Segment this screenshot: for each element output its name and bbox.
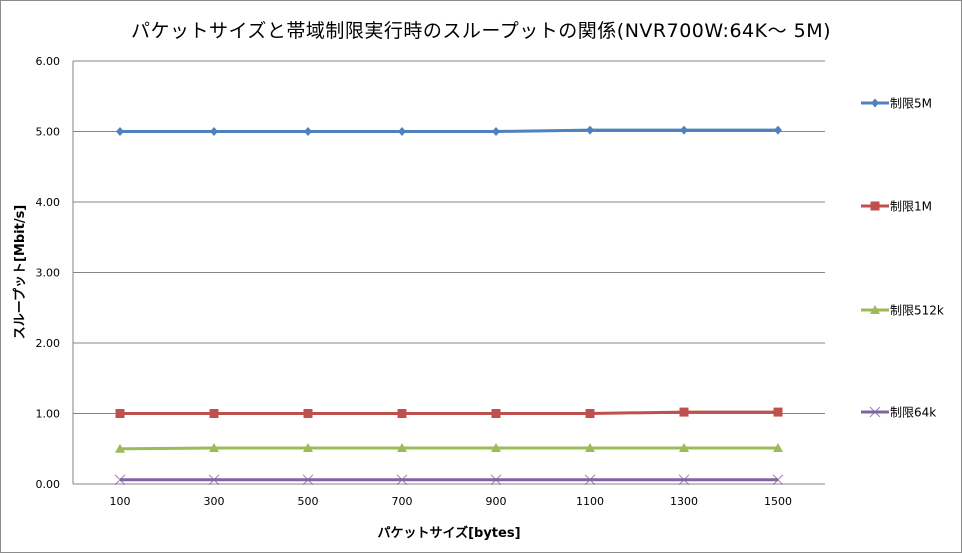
y-tick-label: 4.00 — [36, 196, 61, 209]
y-axis: 0.00 1.00 2.00 3.00 4.00 5.00 6.00 — [36, 55, 74, 491]
square-marker-icon — [397, 409, 407, 418]
y-tick-label: 6.00 — [36, 55, 61, 68]
diamond-marker-icon — [680, 125, 688, 135]
x-axis: 100 300 500 700 900 1100 1300 1500 — [110, 495, 793, 508]
x-marker-icon — [678, 474, 690, 486]
legend-diamond-icon — [871, 98, 879, 108]
y-tick-label: 0.00 — [36, 478, 61, 491]
x-marker-icon — [114, 474, 126, 486]
legend-item: 制限512k — [861, 304, 944, 318]
x-tick-label: 100 — [110, 495, 131, 508]
diamond-marker-icon — [304, 127, 312, 136]
x-tick-label: 900 — [486, 495, 507, 508]
y-tick-label: 2.00 — [36, 337, 61, 350]
x-tick-label: 1100 — [576, 495, 604, 508]
y-tick-label: 1.00 — [36, 408, 61, 421]
y-tick-label: 5.00 — [36, 126, 61, 139]
diamond-marker-icon — [210, 127, 218, 136]
series-line — [120, 128, 778, 133]
series-line — [120, 410, 778, 415]
x-marker-icon — [302, 474, 314, 486]
square-marker-icon — [773, 407, 783, 417]
legend-item: 制限64k — [861, 406, 936, 420]
series-lines — [114, 125, 784, 486]
triangle-marker-icon — [491, 443, 501, 453]
legend-label: 制限5M — [890, 97, 932, 111]
series-triangle — [115, 443, 783, 453]
legend-item: 制限1M — [861, 200, 932, 214]
triangle-marker-icon — [585, 443, 595, 453]
gridlines — [73, 60, 825, 485]
diamond-marker-icon — [398, 127, 406, 136]
diamond-marker-icon — [492, 127, 500, 136]
legend: 制限5M 制限1M 制限512k 制限64k — [861, 97, 944, 420]
triangle-marker-icon — [773, 443, 783, 453]
series-diamond — [116, 125, 782, 136]
x-tick-label: 1500 — [764, 495, 792, 508]
legend-x-icon — [869, 406, 881, 418]
square-marker-icon — [303, 409, 313, 418]
diamond-marker-icon — [586, 125, 594, 135]
triangle-marker-icon — [679, 443, 689, 453]
square-marker-icon — [491, 409, 501, 418]
x-marker-icon — [396, 474, 408, 486]
y-axis-title: スループット[Mbit/s] — [13, 205, 28, 340]
legend-triangle-icon — [870, 305, 880, 314]
x-marker-icon — [208, 474, 220, 486]
triangle-marker-icon — [115, 443, 125, 453]
x-marker-icon — [772, 474, 784, 486]
legend-label: 制限1M — [890, 200, 932, 214]
diamond-marker-icon — [774, 125, 782, 135]
x-tick-label: 1300 — [670, 495, 698, 508]
legend-square-icon — [870, 201, 880, 211]
x-tick-label: 500 — [298, 495, 319, 508]
triangle-marker-icon — [209, 443, 219, 453]
square-marker-icon — [585, 409, 595, 418]
legend-label: 制限512k — [890, 304, 944, 318]
legend-item: 制限5M — [861, 97, 932, 111]
x-axis-title: パケットサイズ[bytes] — [377, 525, 520, 541]
x-marker-icon — [490, 474, 502, 486]
square-marker-icon — [209, 409, 219, 418]
series-line — [119, 446, 778, 451]
square-marker-icon — [115, 409, 125, 418]
diamond-marker-icon — [116, 127, 124, 136]
y-tick-label: 3.00 — [36, 267, 61, 280]
chart-title: パケットサイズと帯域制限実行時のスループットの関係(NVR700W:64K～ 5… — [130, 20, 832, 42]
series-square — [115, 407, 783, 418]
triangle-marker-icon — [303, 443, 313, 453]
x-tick-label: 700 — [392, 495, 413, 508]
x-marker-icon — [584, 474, 596, 486]
series-x — [114, 474, 784, 486]
legend-label: 制限64k — [890, 406, 936, 420]
triangle-marker-icon — [397, 443, 407, 453]
x-tick-label: 300 — [204, 495, 225, 508]
square-marker-icon — [679, 407, 689, 417]
